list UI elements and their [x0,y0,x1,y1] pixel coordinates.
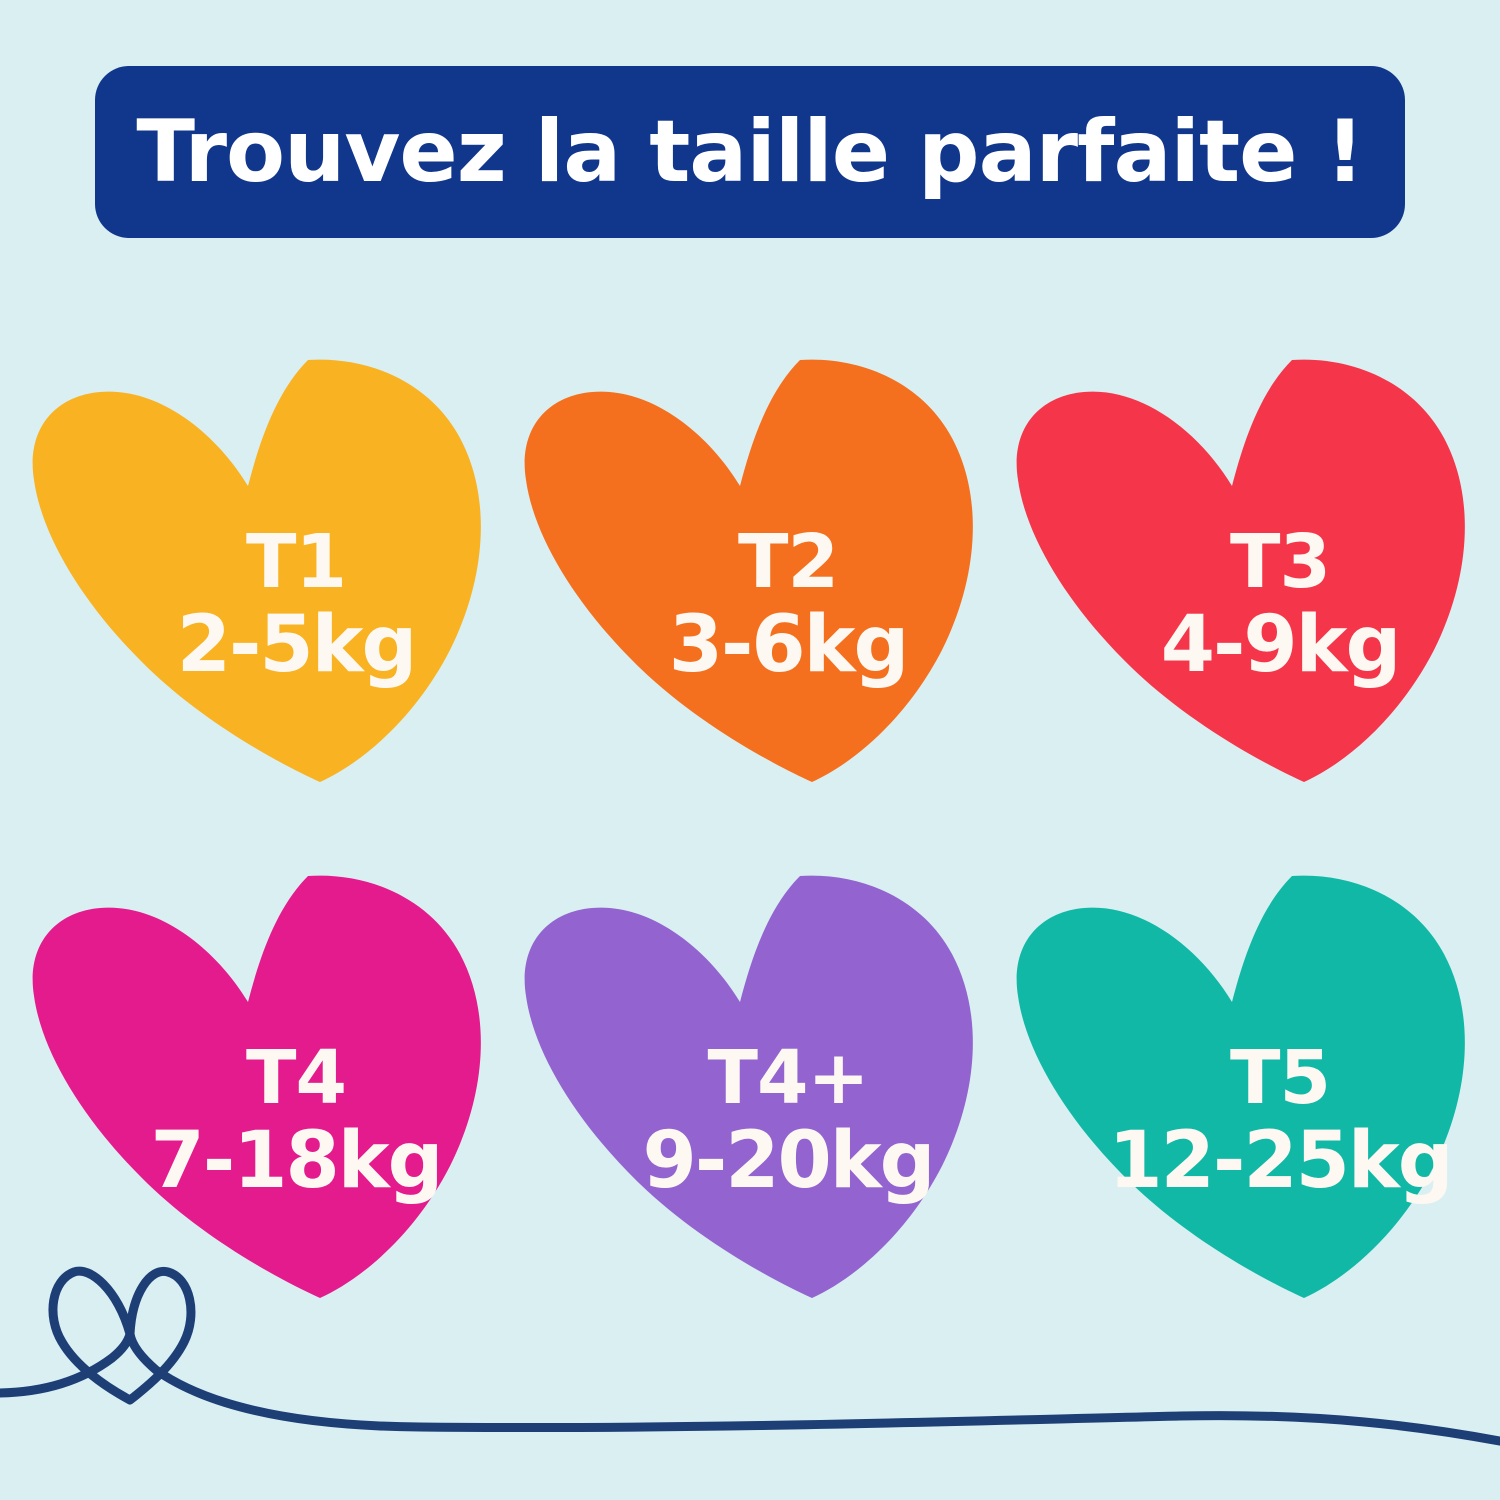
heart-icon [1016,359,1465,782]
heart-shape [524,875,973,1298]
heart-icon [32,875,481,1298]
heart-icon [32,359,481,782]
heart-shape [32,359,481,782]
heart-icon [524,359,973,782]
size-card-t3[interactable]: T3 4-9kg [992,330,1492,805]
heart-shape [32,875,481,1298]
heart-icon [1016,875,1465,1298]
heart-icon [524,875,973,1298]
title-banner: Trouvez la taille parfaite ! [95,66,1405,238]
size-card-t1[interactable]: T1 2-5kg [8,330,508,805]
heart-shape [1016,875,1465,1298]
size-card-t2[interactable]: T2 3-6kg [500,330,1000,805]
heart-line-doodle-icon [0,1266,1500,1446]
page-title: Trouvez la taille parfaite ! [136,102,1364,202]
size-chart-grid: T1 2-5kg T2 3-6kg T3 4-9kg T4 7-18kg T4+ 9-20kg T5… [0,318,1500,1328]
heart-shape [524,359,973,782]
heart-shape [1016,359,1465,782]
